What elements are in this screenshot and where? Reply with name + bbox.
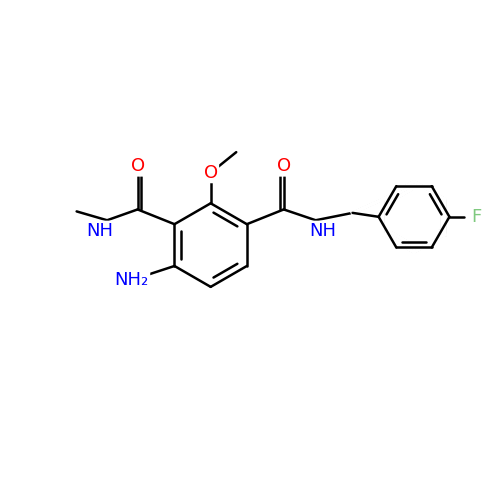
- Text: O: O: [276, 157, 291, 175]
- Text: O: O: [130, 157, 144, 175]
- Text: NH₂: NH₂: [114, 270, 149, 288]
- Text: NH: NH: [86, 222, 113, 240]
- Text: O: O: [204, 164, 218, 182]
- Text: F: F: [472, 208, 482, 226]
- Text: NH: NH: [310, 222, 336, 240]
